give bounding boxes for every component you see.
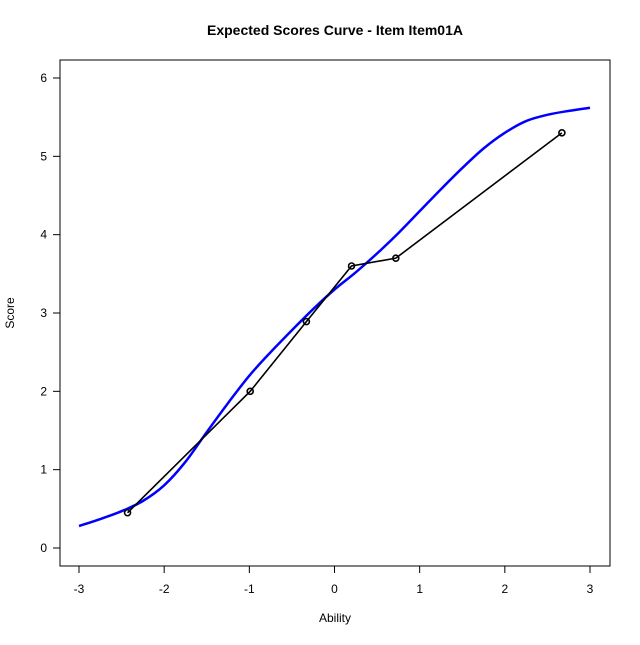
y-axis-label: Score xyxy=(3,297,17,329)
x-axis-label: Ability xyxy=(319,611,351,625)
x-tick-label: 3 xyxy=(587,582,594,596)
y-tick-label: 6 xyxy=(40,71,47,85)
observed-score-point xyxy=(123,508,132,517)
observed-score-point xyxy=(347,262,356,270)
y-tick-label: 4 xyxy=(40,228,47,242)
y-tick-label: 2 xyxy=(40,384,47,398)
observed-score-point xyxy=(392,254,400,262)
plot-frame xyxy=(59,59,611,567)
expected-score-curve xyxy=(78,106,591,528)
y-tick-label: 0 xyxy=(40,541,47,555)
chart-title: Expected Scores Curve - Item Item01A xyxy=(207,22,463,38)
observed-score-point xyxy=(558,129,566,137)
observed-score-line xyxy=(126,132,563,514)
observed-score-point xyxy=(302,317,311,326)
series-layer xyxy=(78,106,591,528)
x-tick-label: -2 xyxy=(159,582,170,596)
y-tick-label: 1 xyxy=(40,463,47,477)
x-tick-label: 2 xyxy=(501,582,508,596)
observed-score-point xyxy=(246,387,254,396)
x-tick-label: 1 xyxy=(416,582,423,596)
y-tick-label: 5 xyxy=(40,149,47,163)
x-tick-label: -3 xyxy=(74,582,85,596)
x-axis: -3 -2 -1 0 1 2 3 xyxy=(74,566,594,596)
y-axis: 0 1 2 3 4 5 6 xyxy=(40,71,60,555)
x-tick-label: 0 xyxy=(331,582,338,596)
x-tick-label: -1 xyxy=(244,582,255,596)
y-tick-label: 3 xyxy=(40,306,47,320)
